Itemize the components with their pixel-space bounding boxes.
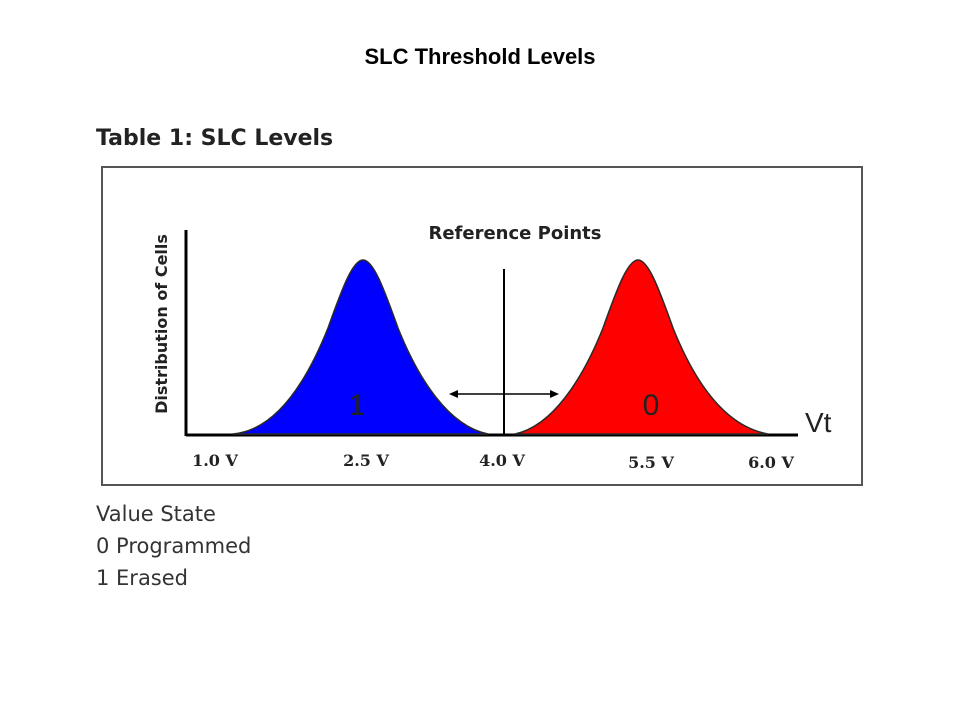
erased-distribution-curve	[232, 259, 489, 435]
arrow-left-head	[449, 390, 458, 398]
tick-label: 2.5 V	[343, 451, 389, 470]
programmed-distribution-curve	[514, 259, 769, 435]
tick-label: 5.5 V	[628, 453, 674, 472]
legend-row-programmed: 0 Programmed	[96, 534, 252, 558]
slc-threshold-diagram: Reference Points 1 0 Vt Distribution of …	[101, 166, 863, 486]
legend-header: Value State	[96, 502, 216, 526]
slide-title: SLC Threshold Levels	[364, 44, 596, 69]
tick-label: 6.0 V	[748, 453, 794, 472]
arrow-right-head	[550, 390, 559, 398]
erased-state-digit: 1	[349, 389, 366, 422]
programmed-state-digit: 0	[643, 389, 660, 422]
x-axis-label: Vt	[805, 407, 832, 438]
value-state-legend: Value State 0 Programmed 1 Erased	[96, 498, 251, 594]
tick-label: 1.0 V	[192, 451, 238, 470]
table-caption: Table 1: SLC Levels	[96, 126, 334, 151]
legend-row-erased: 1 Erased	[96, 566, 188, 590]
reference-label: Reference Points	[428, 223, 601, 244]
y-axis-label: Distribution of Cells	[152, 234, 171, 414]
diagram-canvas: Reference Points 1 0 Vt Distribution of …	[152, 223, 832, 472]
tick-label: 4.0 V	[479, 451, 525, 470]
